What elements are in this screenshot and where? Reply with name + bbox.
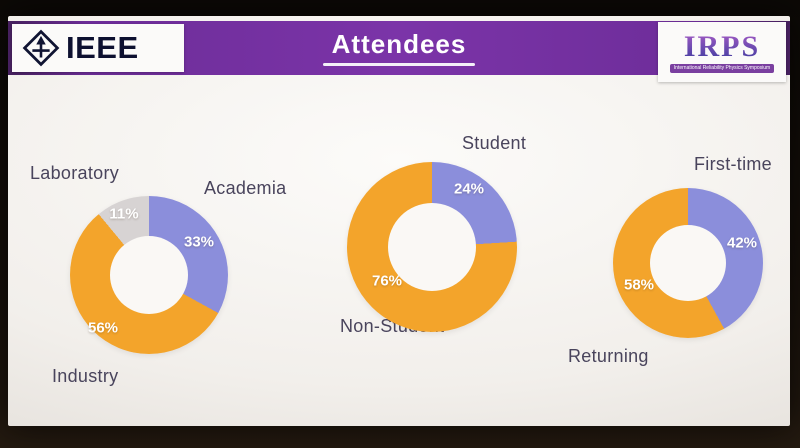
percent-label-laboratory: 11%	[109, 205, 139, 223]
segment-label-laboratory: Laboratory	[30, 163, 120, 183]
percent-label-academia: 33%	[183, 233, 215, 251]
percent-label-returning: 58%	[623, 276, 655, 294]
title-underline	[323, 63, 475, 66]
irps-logo: IRPS International Reliability Physics S…	[658, 22, 786, 82]
segment-label-student: Student	[462, 133, 527, 153]
percent-label-first-time: 42%	[726, 234, 758, 252]
ieee-diamond-icon	[22, 29, 60, 67]
title-wrap: Attendees	[8, 29, 790, 66]
segment-label-first-time: First-time	[694, 154, 772, 174]
ieee-logo-text: IEEE	[66, 30, 139, 65]
ieee-logo: IEEE	[12, 24, 184, 72]
donut-hole	[388, 203, 476, 291]
slide: Attendees IEEE IRPS International Reliab…	[8, 16, 790, 426]
segment-label-academia: Academia	[204, 178, 287, 198]
percent-label-non-student: 76%	[371, 272, 403, 290]
segment-label-industry: Industry	[52, 366, 119, 386]
donut-ring-sector: 33% 56% 11%	[70, 196, 228, 354]
donut-ring-student: 24% 76%	[347, 162, 517, 332]
segment-label-returning: Returning	[568, 346, 649, 366]
irps-logo-subtitle: International Reliability Physics Sympos…	[669, 63, 775, 73]
page-title: Attendees	[331, 29, 467, 59]
percent-label-student: 24%	[453, 180, 485, 198]
donut-hole	[650, 225, 726, 301]
percent-label-industry: 56%	[87, 319, 119, 337]
irps-logo-text: IRPS	[683, 29, 761, 63]
slide-header: Attendees IEEE IRPS International Reliab…	[8, 21, 790, 82]
donut-ring-returning: 42% 58%	[613, 188, 763, 338]
donut-hole	[110, 236, 188, 314]
